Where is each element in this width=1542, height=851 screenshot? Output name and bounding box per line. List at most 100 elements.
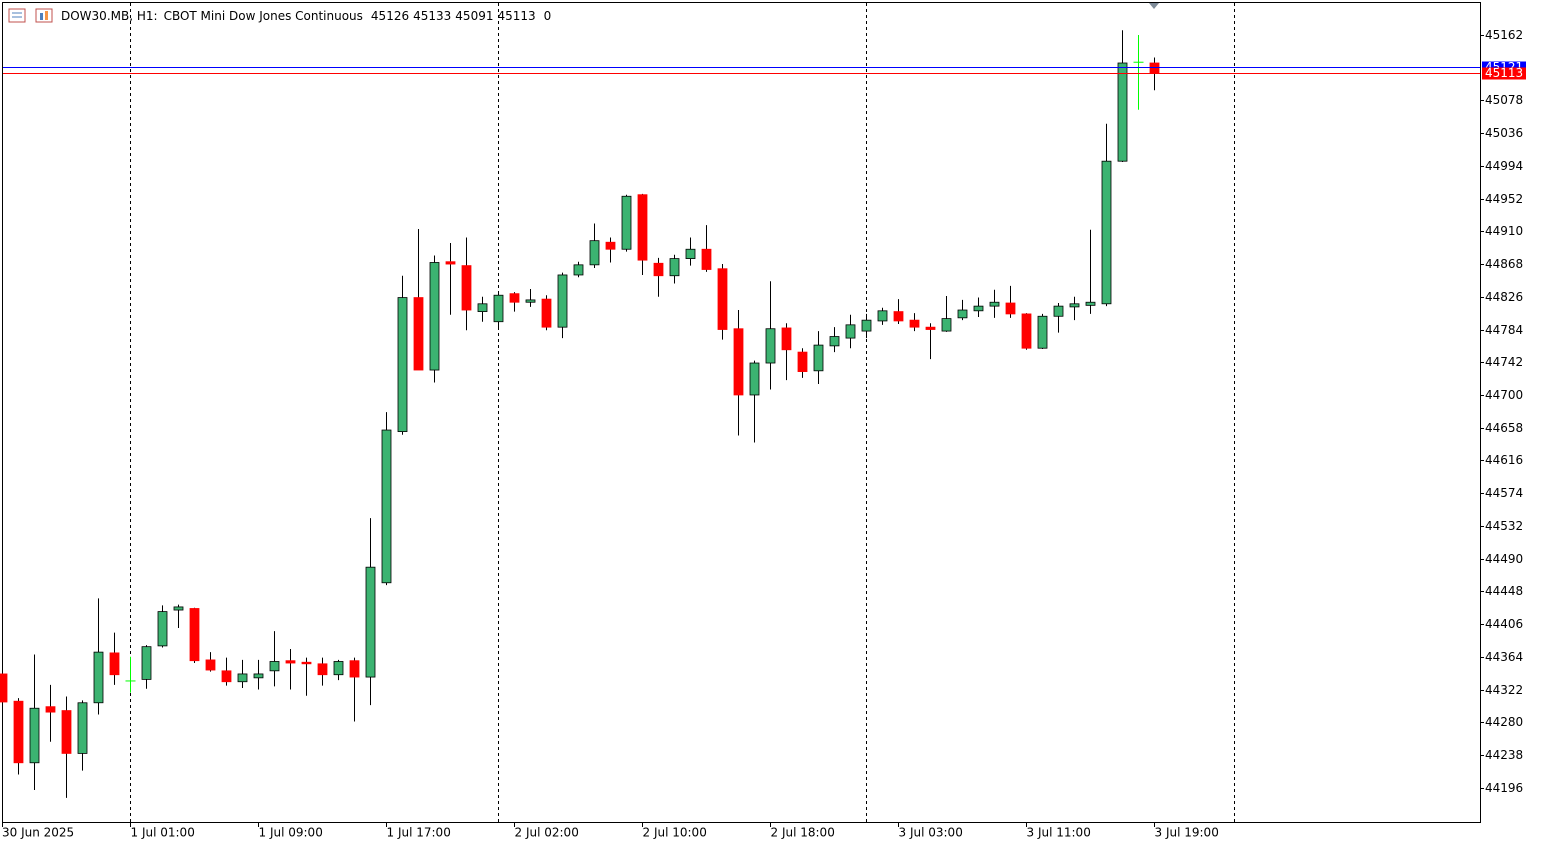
y-tick-label: 44658 [1485, 421, 1523, 435]
candle-body [717, 268, 728, 330]
y-tick-label: 44952 [1485, 192, 1523, 206]
header-part: 45113 [497, 9, 535, 23]
y-tick-label: 44406 [1485, 617, 1523, 631]
x-tick-label: 1 Jul 17:00 [387, 826, 451, 840]
y-tick-label: 45078 [1485, 93, 1523, 107]
y-tick-label: 44532 [1485, 519, 1523, 533]
current-marker [1149, 3, 1159, 9]
y-tick-label: 44574 [1485, 486, 1523, 500]
candle-body [557, 274, 568, 328]
candle-body [909, 319, 920, 328]
candle-body [653, 262, 664, 277]
header-part: 45126 [371, 9, 409, 23]
candle-body [925, 326, 936, 330]
candle-body [413, 297, 424, 371]
candle-body [701, 248, 712, 270]
candle-body [525, 299, 536, 303]
y-tick-label: 44196 [1485, 781, 1523, 795]
candle-body [989, 301, 1000, 307]
y-tick-label: 44784 [1485, 323, 1523, 337]
candle-body [173, 606, 184, 611]
y-tick-label: 44448 [1485, 584, 1523, 598]
y-tick-label: 44742 [1485, 355, 1523, 369]
candle-body [397, 297, 408, 432]
candle-body [1085, 301, 1096, 306]
y-tick-label: 44490 [1485, 552, 1523, 566]
x-tick-label: 1 Jul 09:00 [259, 826, 323, 840]
icon [45, 11, 48, 20]
x-tick-label: 1 Jul 01:00 [131, 826, 195, 840]
y-tick-label: 44364 [1485, 650, 1523, 664]
y-tick-label: 44322 [1485, 683, 1523, 697]
candle-body [365, 566, 376, 678]
candle-body [349, 660, 360, 678]
candle-body [77, 702, 88, 754]
candle-body [781, 327, 792, 351]
candle-body [13, 700, 24, 764]
candle-body [893, 311, 904, 322]
header-part: 45091 [455, 9, 493, 23]
candle-body [333, 661, 344, 676]
x-tick-label: 2 Jul 18:00 [771, 826, 835, 840]
candle-body [621, 195, 632, 250]
y-tick-label: 44280 [1485, 715, 1523, 729]
y-tick-label: 44910 [1485, 224, 1523, 238]
candle-body [797, 351, 808, 372]
candle-body [605, 241, 616, 250]
candle-body [381, 429, 392, 584]
candle-body [141, 646, 152, 680]
header-icons [8, 8, 53, 23]
candle-body [461, 265, 472, 311]
x-tick-label: 3 Jul 11:00 [1027, 826, 1091, 840]
y-tick-label: 44826 [1485, 290, 1523, 304]
candle-body [1037, 315, 1048, 349]
header-part: 45133 [413, 9, 451, 23]
candle-body [429, 262, 440, 371]
candle-body [861, 319, 872, 332]
candle-body [477, 303, 488, 312]
day-separators [130, 3, 1235, 822]
y-tick-label: 45036 [1485, 126, 1523, 140]
x-tick-label: 2 Jul 10:00 [643, 826, 707, 840]
x-tick-label: 30 Jun 2025 [2, 826, 74, 840]
candle-body [317, 663, 328, 676]
candle-body [0, 673, 8, 703]
candle-body [1149, 62, 1160, 74]
price-label-box [1482, 67, 1526, 80]
candle-body [573, 264, 584, 276]
candle-body [1101, 160, 1112, 305]
candle-body [205, 659, 216, 671]
candle-body [1021, 313, 1032, 349]
candle-body [445, 261, 456, 265]
candle-body [877, 310, 888, 322]
icon [8, 8, 26, 23]
candle-body [541, 298, 552, 328]
plot-frame [2, 2, 1481, 823]
candle-body [669, 258, 680, 277]
candle-body [93, 651, 104, 704]
candle-body [1069, 303, 1080, 308]
y-tick-label: 44616 [1485, 453, 1523, 467]
candle-body [749, 362, 760, 396]
candle-body [845, 324, 856, 339]
y-tick-label: 45162 [1485, 28, 1523, 42]
candle-body [45, 706, 56, 713]
candle-body [685, 248, 696, 259]
candle-body [733, 328, 744, 396]
header-part: CBOT Mini Dow Jones Continuous [164, 9, 363, 23]
candle-body [957, 309, 968, 319]
candle-body [237, 673, 248, 683]
candle-body [157, 611, 168, 647]
candle-body [301, 661, 312, 665]
candle-body [253, 673, 264, 679]
candle-body [189, 608, 200, 662]
candle-body [973, 305, 984, 312]
y-tick-label: 44994 [1485, 159, 1523, 173]
y-tick-label: 44238 [1485, 748, 1523, 762]
candle-body [1005, 302, 1016, 315]
price-label: 45113 [1485, 66, 1523, 80]
x-tick-label: 3 Jul 19:00 [1155, 826, 1219, 840]
candle-body [765, 328, 776, 364]
candle-body [109, 652, 120, 676]
